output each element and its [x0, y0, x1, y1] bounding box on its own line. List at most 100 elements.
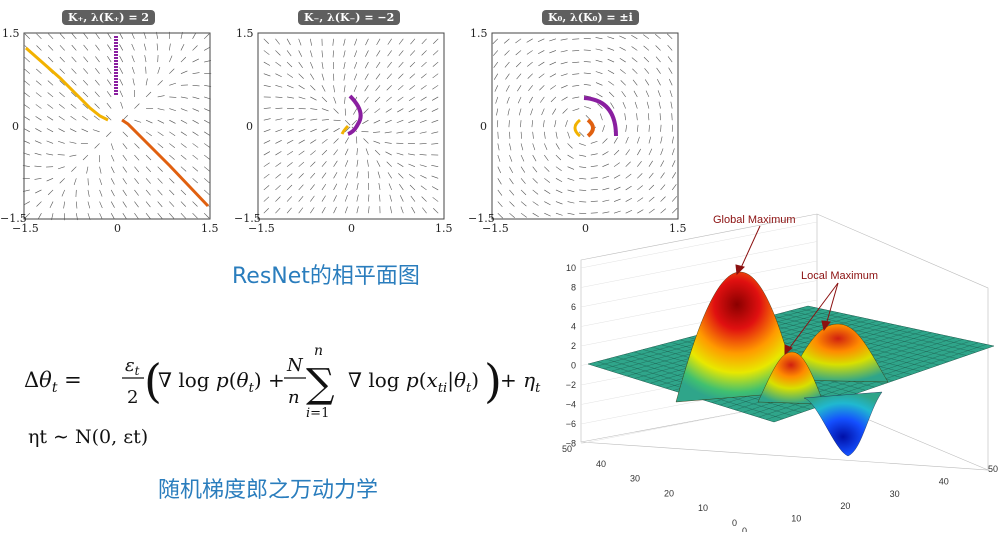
vector-arrow [543, 120, 545, 128]
vector-arrow [637, 124, 639, 132]
vector-arrow [333, 128, 340, 133]
vector-arrow [668, 67, 673, 74]
vector-arrow [332, 50, 334, 58]
vector-arrow [119, 32, 124, 39]
vector-arrow [544, 143, 548, 150]
vector-arrow [57, 140, 65, 144]
vector-arrow [365, 38, 369, 46]
vector-arrow [670, 101, 673, 109]
vector-arrow [539, 85, 545, 91]
vector-arrow [24, 57, 31, 63]
vector-arrow [353, 85, 358, 92]
vector-arrow [134, 154, 140, 161]
vector-arrow [204, 60, 212, 63]
vector-arrow [526, 50, 533, 55]
caption-sgld: 随机梯度郎之万动力学 [158, 478, 379, 503]
vector-arrow [35, 92, 42, 98]
x-tick-max: 1.5 [201, 222, 219, 235]
vector-arrow [110, 154, 115, 162]
x-tick-min: −1.5 [12, 222, 39, 235]
vector-arrow [655, 56, 661, 63]
z-grid-line [580, 260, 818, 308]
vector-arrow [671, 136, 674, 144]
vector-arrow [648, 113, 650, 121]
vector-arrow [431, 96, 439, 101]
vector-arrow [595, 82, 603, 86]
vector-arrow [590, 189, 598, 191]
vector-arrow [656, 67, 661, 74]
vector-arrow [131, 55, 135, 63]
vector-arrow [497, 189, 503, 196]
vector-arrow [24, 212, 31, 219]
vector-arrow [35, 189, 42, 194]
vector-arrow [192, 166, 199, 172]
vector-arrow [275, 85, 283, 88]
z-tick-label: 0 [571, 361, 576, 371]
vector-arrow [298, 61, 303, 69]
vector-arrow [157, 178, 163, 184]
vector-arrow [667, 44, 673, 51]
vector-arrow [59, 68, 65, 74]
vector-arrow [386, 96, 392, 102]
vector-arrow [132, 78, 135, 86]
vector-arrow [648, 148, 653, 156]
vector-arrow [549, 73, 557, 78]
vector-arrow [263, 107, 271, 109]
vector-arrow [660, 160, 665, 167]
vector-arrow [517, 96, 522, 104]
vector-arrow [398, 61, 404, 68]
vector-arrow [180, 96, 188, 99]
vector-arrow [667, 33, 673, 40]
vector-arrow [35, 80, 42, 86]
vector-arrow [555, 143, 560, 150]
vector-arrow [579, 143, 586, 146]
x-tick-label: 40 [939, 476, 949, 486]
z-grid-line [580, 241, 818, 288]
vector-arrow [671, 172, 677, 179]
vector-arrow [87, 213, 91, 220]
vector-arrow [157, 108, 165, 111]
vector-arrow [515, 61, 522, 68]
vector-arrow [602, 187, 610, 191]
vector-arrow [583, 72, 591, 74]
vector-arrow [49, 201, 54, 208]
vector-arrow [621, 91, 626, 98]
vector-arrow [555, 131, 558, 139]
vector-arrow [356, 148, 358, 156]
x-tick-mid: 0 [582, 222, 589, 235]
vector-arrow [58, 116, 65, 121]
vector-arrow [572, 108, 580, 112]
vector-arrow [497, 212, 503, 219]
vector-arrow [560, 61, 568, 65]
vector-arrow [537, 38, 545, 43]
vector-arrow [431, 119, 439, 123]
vector-arrow [156, 43, 158, 51]
vector-arrow [660, 124, 662, 132]
vector-arrow [431, 108, 439, 112]
vector-arrow [633, 90, 638, 98]
vector-arrow [646, 101, 650, 109]
vector-arrow [344, 137, 349, 144]
vector-field-arrows [492, 33, 678, 219]
vector-arrow [607, 47, 615, 51]
vector-arrow [532, 154, 537, 162]
vector-arrow [364, 85, 369, 92]
vector-arrow [157, 119, 165, 124]
vector-arrow [579, 154, 587, 157]
vector-arrow [375, 61, 381, 69]
vector-arrow [602, 138, 608, 144]
vector-arrow [409, 50, 416, 56]
vector-arrow [34, 165, 42, 167]
vector-arrow [643, 45, 650, 51]
vector-arrow [613, 210, 621, 214]
vector-arrow [494, 85, 499, 92]
vector-arrow [310, 108, 318, 110]
vector-arrow [660, 196, 666, 202]
vector-arrow [344, 206, 348, 214]
z-grid-line [580, 280, 818, 327]
vector-arrow [298, 118, 306, 121]
vector-arrow [637, 173, 643, 179]
vector-arrow [671, 208, 678, 214]
vector-arrow [549, 50, 557, 54]
vector-arrow [286, 196, 293, 202]
